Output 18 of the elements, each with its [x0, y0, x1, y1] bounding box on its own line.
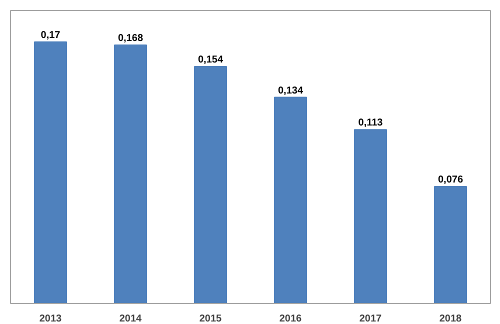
data-label: 0,17: [40, 30, 61, 41]
data-label: 0,168: [118, 32, 144, 44]
x-tick-label: 2017: [359, 314, 382, 324]
data-label: 0,154: [198, 54, 224, 66]
bar: [194, 66, 227, 304]
data-label: 0,113: [358, 118, 384, 129]
x-tick-label: 2016: [279, 314, 302, 324]
bar: [434, 186, 467, 304]
data-label: 0,134: [278, 85, 304, 96]
bar: [34, 41, 67, 304]
bar: [114, 44, 147, 304]
x-tick-label: 2013: [39, 314, 62, 324]
data-label: 0,076: [438, 174, 464, 186]
bar: [354, 129, 387, 304]
x-tick-label: 2015: [199, 314, 222, 324]
bar: [274, 96, 307, 304]
x-tick-label: 2018: [439, 314, 462, 324]
x-tick-label: 2014: [119, 314, 142, 324]
